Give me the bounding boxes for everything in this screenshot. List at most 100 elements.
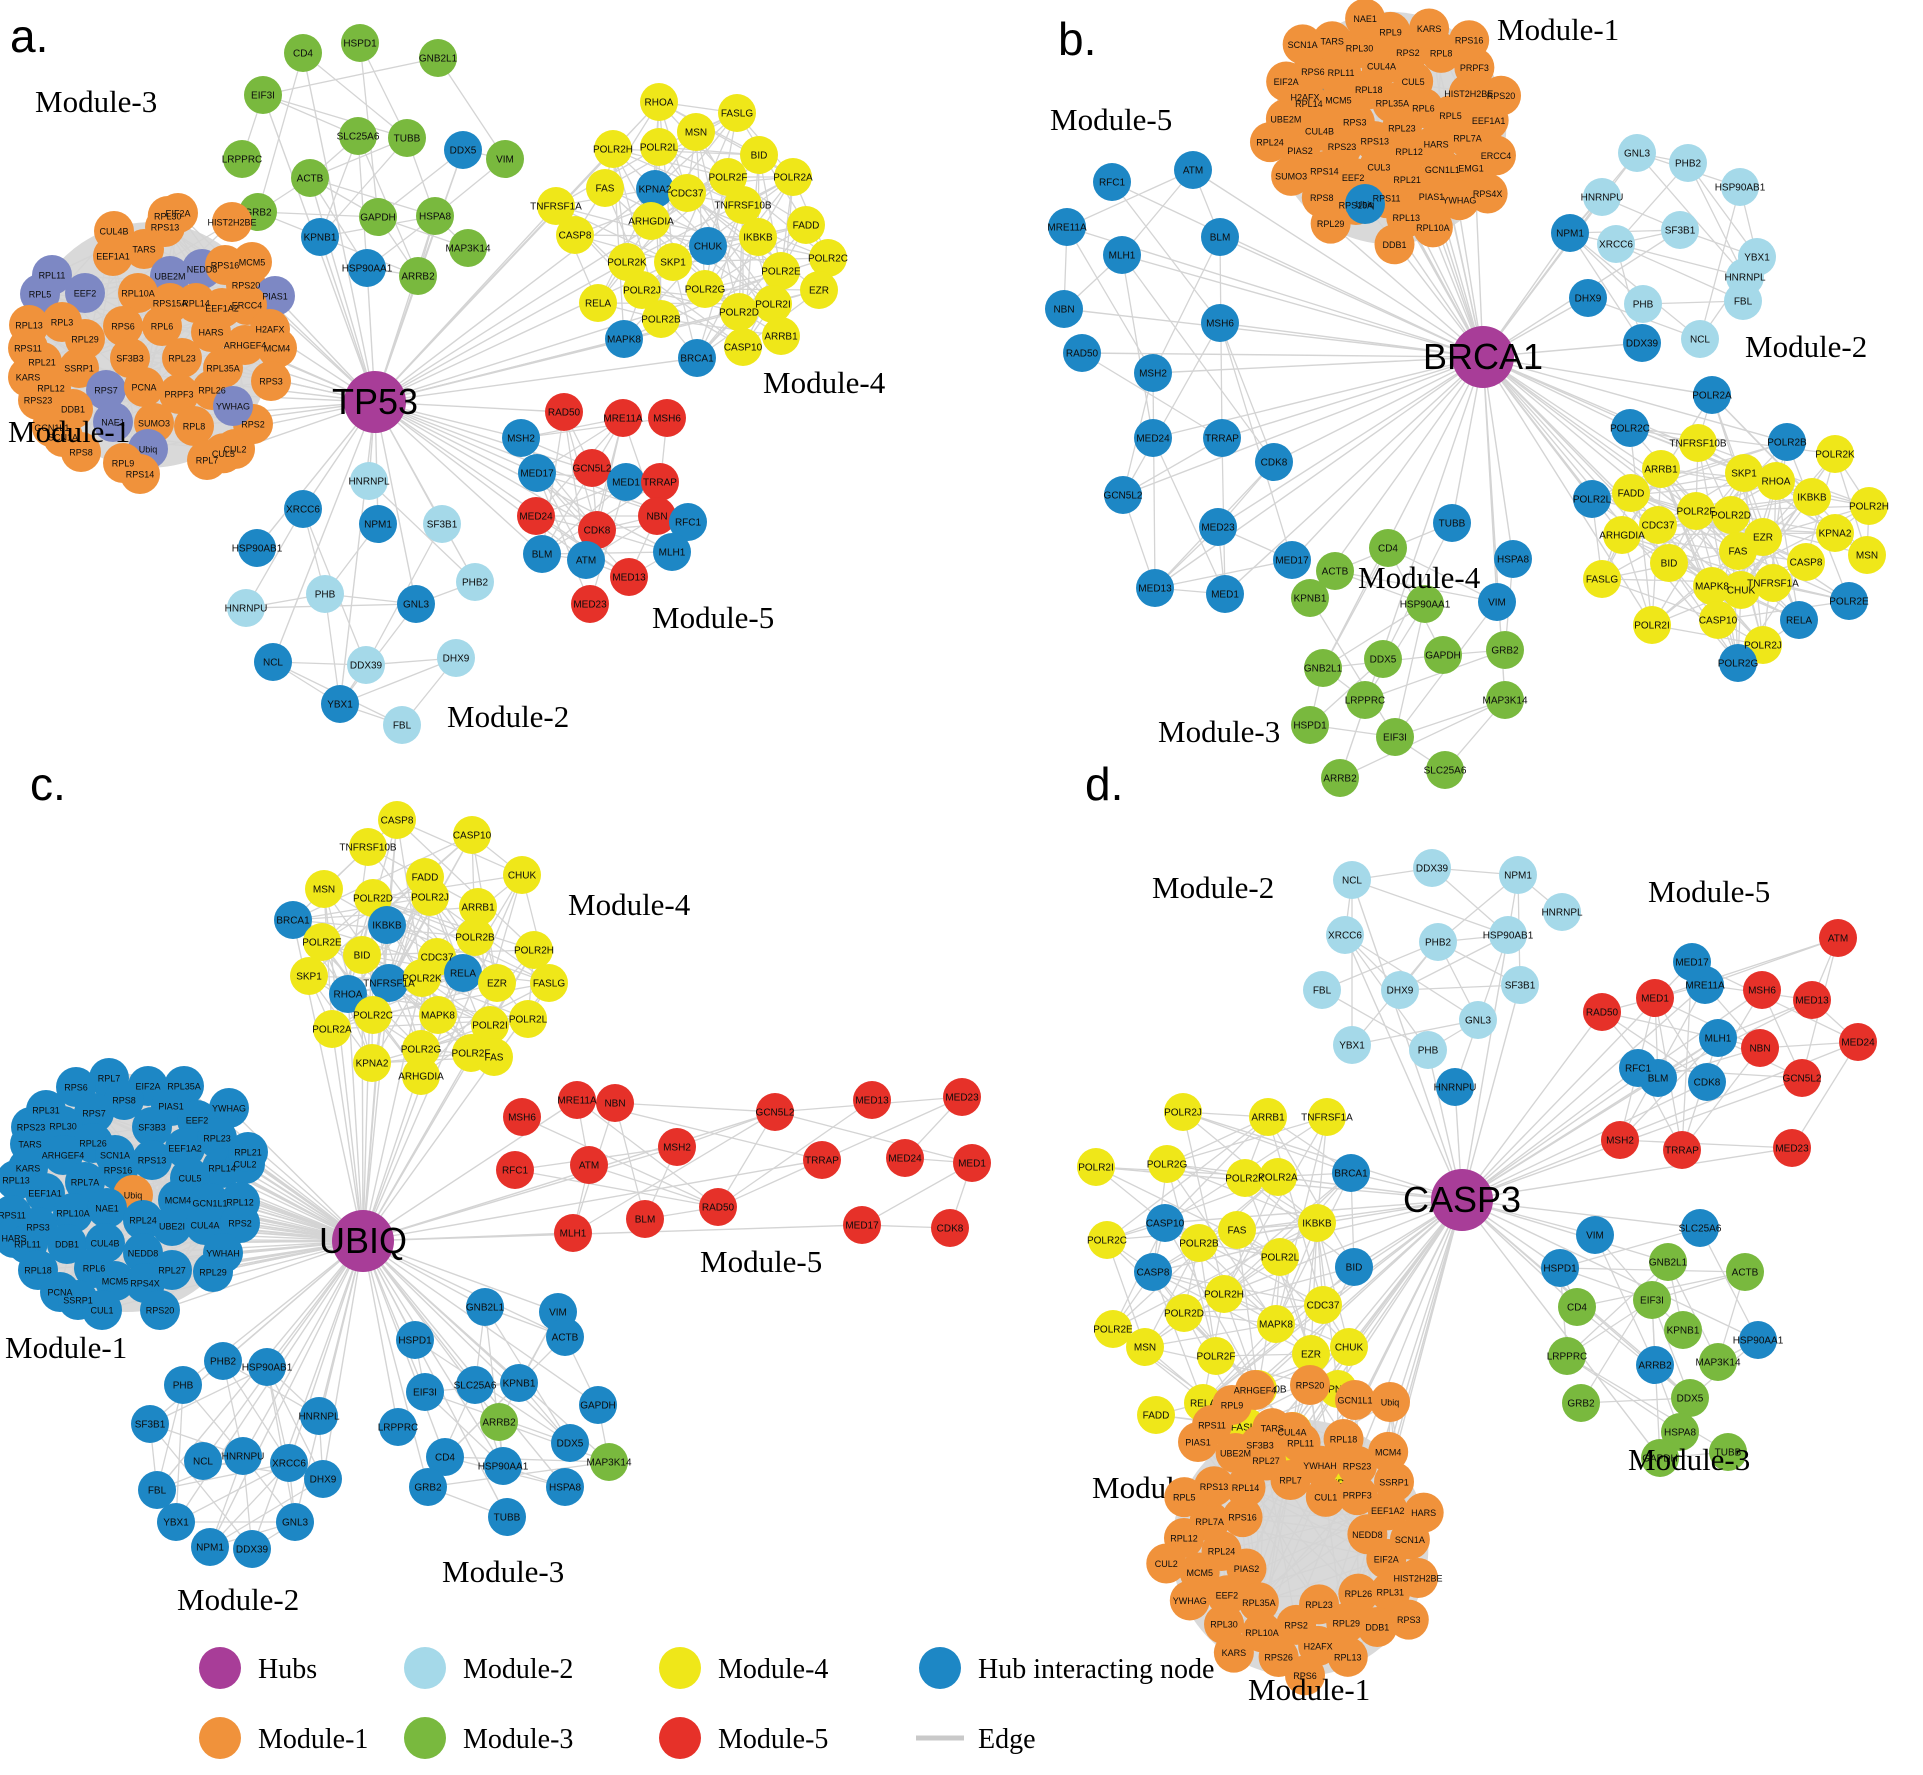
node-MED1 <box>607 463 645 501</box>
hub-edge <box>1322 356 1484 669</box>
hub-edge <box>362 1240 504 1467</box>
node-HSPD1 <box>1291 706 1329 744</box>
hub-edge <box>1461 984 1521 1201</box>
node-NPM1 <box>1551 214 1589 252</box>
node-ACTB <box>1316 552 1354 590</box>
node-MAPK8 <box>605 320 643 358</box>
edge <box>149 1423 253 1550</box>
node-MSN <box>305 870 343 908</box>
hub-node-CASP3 <box>1431 1169 1493 1231</box>
node-EEF2 <box>65 273 105 313</box>
node-GNL3 <box>397 585 435 623</box>
node-EEF1A1 <box>93 236 133 276</box>
node-TARS <box>124 229 164 269</box>
edge <box>209 1462 290 1548</box>
node-FBL <box>383 706 421 744</box>
node-SCN1A <box>1282 24 1323 65</box>
edge <box>1791 1041 1859 1149</box>
node-GNB2L1 <box>419 39 457 77</box>
node-TNFRSF10B <box>1679 424 1717 462</box>
node-TARS <box>1252 1408 1293 1449</box>
node-MAP3K14 <box>1699 1343 1737 1381</box>
node-CASP10 <box>453 816 491 854</box>
node-NBN <box>638 497 676 535</box>
node-ARRB2 <box>480 1403 518 1441</box>
node-SLC25A6 <box>1426 751 1464 789</box>
node-GCN1L1 <box>31 407 72 448</box>
node-MRE11A <box>558 1081 596 1119</box>
edge <box>1687 162 1758 258</box>
node-FAS <box>475 1038 513 1076</box>
node-RPS7 <box>86 370 126 410</box>
node-RPL10A <box>1412 207 1453 248</box>
node-POLR2K <box>403 959 441 997</box>
node-IKBKB <box>1298 1204 1336 1242</box>
node-MAP3K14 <box>590 1443 628 1481</box>
hub-edge <box>1192 169 1484 358</box>
edge <box>1321 989 1429 1051</box>
node-NCL <box>1681 320 1719 358</box>
node-RAD50 <box>545 393 583 431</box>
edge <box>704 224 807 290</box>
node-POLR2F <box>1197 1337 1235 1375</box>
node-YWHAG <box>1169 1580 1210 1621</box>
node-RPL24 <box>1249 122 1290 163</box>
node-KPNA2 <box>1816 514 1854 552</box>
node-PHB2 <box>1419 923 1457 961</box>
node-RPS6 <box>103 306 143 346</box>
node-POLR2H <box>594 130 632 168</box>
node-MSH2 <box>1601 1121 1639 1159</box>
node-POLR2F <box>709 158 747 196</box>
node-RFC1 <box>1093 163 1131 201</box>
node-MED13 <box>853 1081 891 1119</box>
node-RPL29 <box>1326 1602 1367 1643</box>
panel-letter-c: c. <box>30 758 66 810</box>
edge <box>1394 699 1506 738</box>
node-NCL <box>184 1442 222 1480</box>
hub-edge <box>1461 984 1706 1201</box>
node-HSPD1 <box>341 24 379 62</box>
hub-edge <box>362 1052 472 1242</box>
node-BLM <box>523 535 561 573</box>
panel-letter-d: d. <box>1085 758 1123 810</box>
node-POLR2C <box>354 996 392 1034</box>
node-Ubiq <box>1345 184 1385 224</box>
hub-edge <box>1122 356 1484 496</box>
node-ATM <box>1819 919 1857 957</box>
hub-edge <box>374 261 628 403</box>
edge <box>1066 226 1154 374</box>
node-CHUK <box>503 856 541 894</box>
node-MRE11A <box>604 399 642 437</box>
legend-label-module-3: Module-3 <box>463 1724 573 1755</box>
node-POLR2G <box>686 270 724 308</box>
node-MSH2 <box>1134 354 1172 392</box>
node-MED1 <box>1206 575 1244 613</box>
node-VIM <box>1576 1216 1614 1254</box>
node-POLR2D <box>720 293 758 331</box>
node-RPL18 <box>1323 1419 1364 1460</box>
edge <box>339 657 457 705</box>
node-YBX1 <box>321 685 359 723</box>
edge <box>520 417 668 439</box>
node-DHX9 <box>304 1460 342 1498</box>
edge <box>1258 1494 1358 1603</box>
node-EEF2 <box>1206 1575 1247 1616</box>
node-GAPDH <box>1641 1439 1679 1477</box>
node-TARS <box>1312 21 1353 62</box>
node-RPS3 <box>1388 1599 1429 1640</box>
edge <box>1066 169 1194 228</box>
edge <box>555 205 674 263</box>
edge <box>521 1116 719 1208</box>
hub-edge <box>272 401 376 663</box>
node-RHOA <box>329 975 367 1013</box>
hub-edge <box>362 1224 863 1242</box>
node-GNL3 <box>1459 1001 1497 1039</box>
hub-edge <box>374 188 656 403</box>
node-NPM1 <box>1499 856 1537 894</box>
node-CUL5 <box>203 433 244 474</box>
hub-edge <box>374 245 709 403</box>
hub-edge <box>1236 1199 1463 1231</box>
node-HSP90AB1 <box>1721 168 1759 206</box>
